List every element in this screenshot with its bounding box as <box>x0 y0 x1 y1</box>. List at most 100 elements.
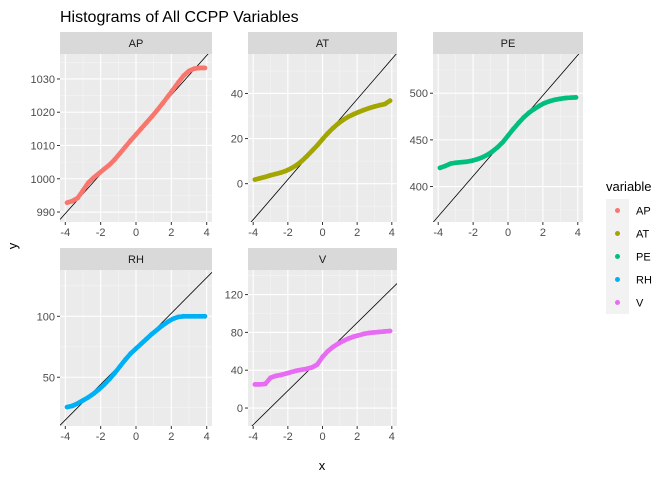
y-tick-label-at: 20 <box>231 134 243 146</box>
y-tick-label-pe: 400 <box>410 182 428 194</box>
x-tick-label-at: -2 <box>283 227 293 239</box>
point-ap <box>138 126 144 131</box>
point-at <box>372 104 377 109</box>
panel-rh: RH 50 100 -4 -2 0 2 4 <box>37 248 212 443</box>
x-tick-label-pe: -2 <box>468 227 478 239</box>
point-v <box>294 368 299 374</box>
point-pe <box>474 157 480 162</box>
point-ap <box>101 166 107 172</box>
strip-at <box>248 32 397 54</box>
point-ap <box>122 144 128 150</box>
point-rh <box>112 370 118 376</box>
point-at <box>262 174 268 180</box>
point-v <box>346 336 351 341</box>
y-tick-label-ap: 990 <box>37 207 55 219</box>
point-v <box>387 328 393 334</box>
point-ap <box>75 195 81 201</box>
point-rh <box>202 313 208 319</box>
point-ap <box>160 101 165 106</box>
points-ap <box>64 65 208 206</box>
x-tick-label-rh: 4 <box>204 431 210 443</box>
y-tick-label-rh: 50 <box>43 372 55 384</box>
point-pe <box>531 106 537 112</box>
x-tick-label-rh: -2 <box>96 431 106 443</box>
point-rh <box>165 319 171 325</box>
point-ap <box>202 65 208 71</box>
point-rh <box>69 403 75 409</box>
strip-ap <box>60 32 212 54</box>
strip-v <box>248 248 397 270</box>
y-tick-label-v: 0 <box>237 403 243 415</box>
point-pe <box>516 120 521 126</box>
point-at <box>304 153 310 159</box>
legend-label-ap: AP <box>636 206 651 218</box>
point-rh <box>117 363 123 369</box>
legend-entry-at: AT <box>606 222 650 245</box>
x-tick-label-v: 0 <box>319 431 325 443</box>
legend-entry-rh: RH <box>606 268 652 291</box>
point-v <box>304 366 310 372</box>
point-ap <box>85 180 91 186</box>
x-tick-label-rh: 0 <box>133 431 139 443</box>
y-tick-label-ap: 1020 <box>31 107 55 119</box>
point-pe <box>557 96 563 102</box>
x-tick-label-pe: -4 <box>433 227 443 239</box>
point-ap <box>197 65 203 71</box>
point-at <box>288 165 294 171</box>
strip-rh <box>60 248 212 270</box>
point-ap <box>181 73 187 79</box>
point-v <box>299 367 305 373</box>
legend-marker-pe <box>615 254 620 259</box>
legend-label-v: V <box>636 298 644 310</box>
point-pe <box>484 152 490 158</box>
point-ap <box>64 200 70 206</box>
y-tick-label-pe: 450 <box>410 135 428 147</box>
point-at <box>309 148 315 154</box>
point-rh <box>149 331 155 337</box>
y-tick-label-at: 0 <box>237 179 243 191</box>
point-at <box>314 142 320 148</box>
point-pe <box>542 100 548 106</box>
point-pe <box>521 115 527 120</box>
point-v <box>278 372 284 378</box>
point-v <box>252 382 258 387</box>
point-ap <box>133 132 139 137</box>
point-rh <box>138 341 144 347</box>
point-pe <box>495 144 500 150</box>
point-at <box>299 158 305 164</box>
x-tick-label-rh: 2 <box>168 431 174 443</box>
y-tick-label-ap: 1010 <box>31 140 55 152</box>
point-pe <box>505 133 511 139</box>
point-at <box>361 107 367 113</box>
y-tick-label-pe: 500 <box>410 88 428 100</box>
point-ap <box>170 87 176 92</box>
strip-label-pe: PE <box>501 38 516 50</box>
point-pe <box>536 103 542 109</box>
point-rh <box>144 336 150 342</box>
point-v <box>382 329 388 334</box>
point-at <box>387 98 393 104</box>
point-rh <box>91 391 96 397</box>
legend-label-at: AT <box>636 229 650 241</box>
point-rh <box>85 394 91 400</box>
point-pe <box>448 161 453 167</box>
point-at <box>283 168 289 174</box>
strip-label-ap: AP <box>129 38 144 50</box>
point-at <box>273 171 279 177</box>
point-at <box>325 130 331 136</box>
panel-pe: PE 400 450 500 -4 -2 0 2 4 <box>410 32 583 239</box>
point-ap <box>117 150 123 156</box>
points-pe <box>437 95 579 171</box>
point-rh <box>170 316 176 322</box>
y-axis-title: y <box>5 242 20 249</box>
point-at <box>340 117 346 123</box>
point-rh <box>154 327 160 333</box>
y-tick-label-ap: 1030 <box>31 74 55 86</box>
point-pe <box>568 95 574 101</box>
point-at <box>351 111 357 117</box>
point-at <box>330 125 336 131</box>
point-ap <box>80 187 86 193</box>
point-v <box>372 330 377 335</box>
